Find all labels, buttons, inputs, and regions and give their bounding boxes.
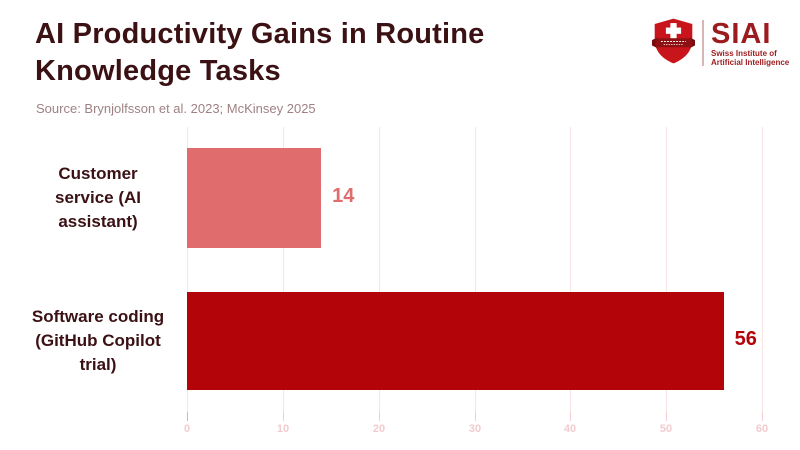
gridline-x-30 [475, 127, 476, 412]
gridline-x-0 [187, 127, 188, 412]
value-label-1: 56 [734, 327, 757, 350]
logo-acronym: SIAI [711, 17, 772, 50]
x-tick-label-60: 60 [755, 423, 769, 435]
logo-subtitle-line2: Artificial Intelligence [711, 57, 790, 67]
gridline-x-60 [762, 127, 763, 412]
siai-logo: SIAI Swiss Institute of Artificial Intel… [652, 17, 789, 69]
category-label-1: Software coding (GitHub Copilot trial) [31, 306, 165, 374]
category-label-0: Customer service (AI assistant) [55, 164, 141, 232]
bar-0 [187, 148, 322, 249]
source-note: Source: Brynjolfsson et al. 2023; McKins… [36, 101, 316, 116]
chart-title: AI Productivity Gains in Routine Knowledg… [35, 16, 485, 90]
bar-1 [187, 291, 724, 390]
x-tick-label-0: 0 [183, 423, 191, 435]
x-tick-30 [475, 412, 476, 421]
x-tick-label-30: 30 [468, 423, 482, 435]
logo-text: SIAI Swiss Institute of Artificial Intel… [711, 17, 790, 67]
gridline-x-10 [283, 127, 284, 412]
gridline-x-40 [570, 127, 571, 412]
x-tick-10 [283, 412, 284, 421]
plot-area: 0 10 20 30 40 50 60 14 56 [184, 127, 768, 435]
x-tick-60 [762, 412, 763, 421]
chart-title-line2: Knowledge Tasks [35, 55, 281, 87]
x-tick-label-50: 50 [659, 423, 673, 435]
x-tick-20 [379, 412, 380, 421]
logo-divider [702, 20, 704, 66]
gridline-x-50 [666, 127, 667, 412]
x-tick-label-10: 10 [276, 423, 290, 435]
swiss-shield-icon [652, 17, 695, 70]
value-label-0: 14 [332, 185, 355, 208]
x-tick-label-40: 40 [563, 423, 577, 435]
x-tick-40 [570, 412, 571, 421]
logo-subtitle-line1: Swiss Institute of [711, 48, 777, 58]
gridline-x-20 [379, 127, 380, 412]
x-tick-50 [666, 412, 667, 421]
x-tick-label-20: 20 [372, 423, 386, 435]
x-tick-0 [187, 412, 188, 421]
chart-title-line1: AI Productivity Gains in Routine [35, 18, 485, 50]
